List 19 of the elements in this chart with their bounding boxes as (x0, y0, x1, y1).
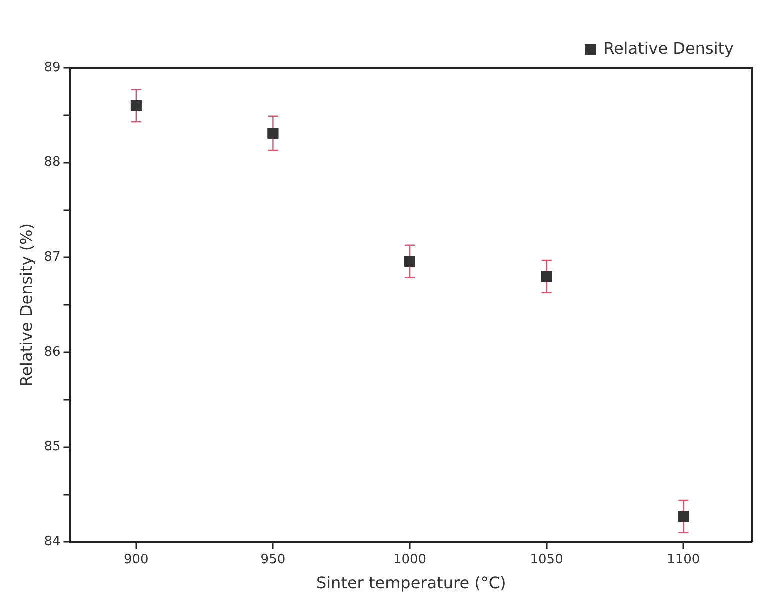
y-tick-label: 85 (44, 440, 61, 455)
legend-label: Relative Density (604, 39, 734, 58)
y-tick-label: 87 (44, 250, 61, 266)
x-tick-label: 1100 (667, 552, 700, 568)
y-axis-title: Relative Density (%) (16, 223, 36, 387)
point (404, 256, 416, 267)
x-axis-title: Sinter temperature (°C) (316, 574, 506, 593)
y-tick-label: 84 (44, 534, 61, 550)
y-tick-label: 89 (44, 60, 61, 76)
point (541, 271, 552, 282)
y-tick-label: 86 (44, 344, 61, 360)
x-tick-label: 1000 (393, 552, 427, 568)
y-tick-label: 88 (44, 155, 61, 170)
point (130, 100, 142, 112)
x-tick-label: 950 (260, 552, 286, 568)
point (678, 511, 690, 522)
x-tick-label: 900 (124, 552, 149, 568)
x-tick-label: 1050 (530, 552, 564, 568)
point (268, 128, 279, 139)
